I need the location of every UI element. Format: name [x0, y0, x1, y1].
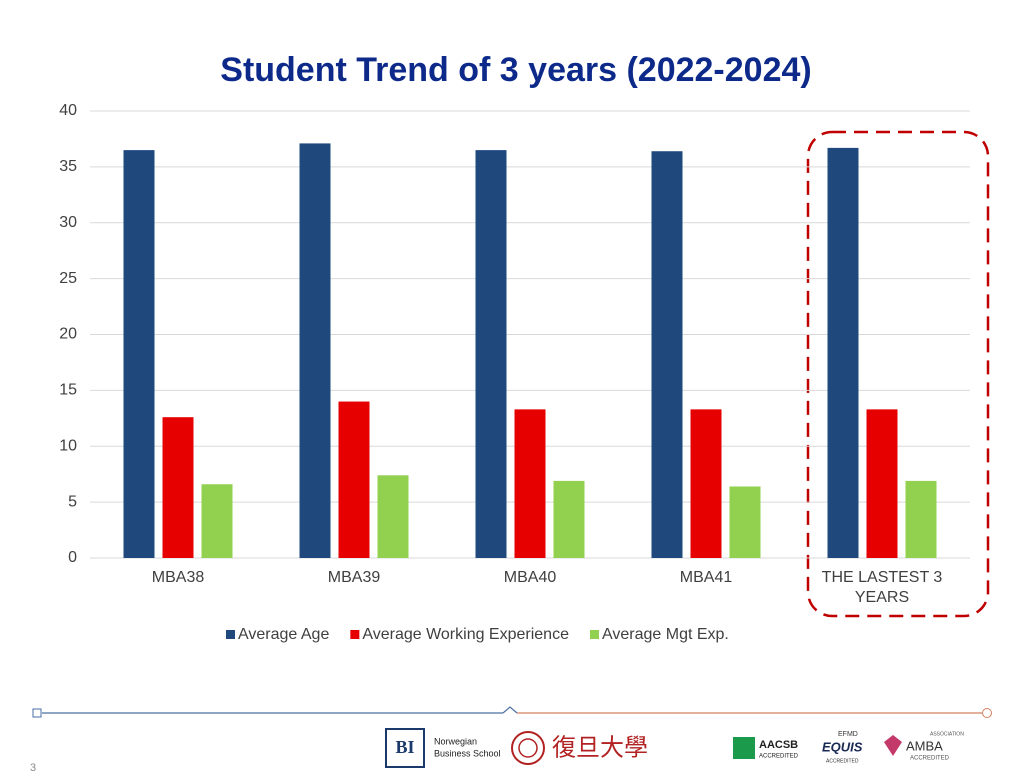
bar — [377, 475, 409, 558]
bi-name: Norwegian — [434, 736, 477, 746]
bar — [201, 484, 233, 558]
aacsb-sub: ACCREDITED — [759, 754, 799, 760]
legend-label: Average Mgt Exp. — [602, 626, 729, 643]
x-tick-label: MBA39 — [327, 569, 381, 586]
y-tick-label: 40 — [59, 102, 77, 119]
bi-name: Business School — [434, 748, 501, 758]
amba-logo — [884, 735, 902, 756]
bar — [827, 147, 859, 558]
y-tick-label: 10 — [59, 437, 77, 454]
legend-swatch — [350, 630, 360, 639]
y-tick-label: 30 — [59, 214, 77, 231]
bar — [553, 480, 585, 558]
legend-swatch — [589, 630, 599, 639]
bi-logo — [385, 728, 425, 768]
aacsb-logo — [733, 737, 755, 759]
fudan-seal — [518, 738, 538, 758]
bar — [866, 409, 898, 558]
bar — [729, 486, 761, 558]
equis-sub: ACCREDITED — [826, 758, 859, 764]
bar — [475, 150, 507, 559]
page-number: 3 — [30, 762, 36, 774]
fudan-text: 復旦大學 — [552, 734, 648, 762]
legend-label: Average Working Experience — [362, 626, 569, 643]
fudan-seal — [511, 731, 545, 765]
bar — [299, 143, 331, 558]
bar — [905, 480, 937, 558]
y-tick-label: 15 — [59, 382, 77, 399]
footer-notch — [502, 706, 518, 714]
x-tick-label: MBA40 — [503, 569, 557, 586]
x-tick-label: MBA41 — [679, 569, 733, 586]
y-tick-label: 25 — [59, 270, 77, 287]
bar — [690, 409, 722, 558]
y-tick-label: 35 — [59, 158, 77, 175]
amba-text: AMBA — [906, 738, 943, 753]
footer: 3 BI Norwegian Business School 復旦大學 AACS… — [30, 706, 992, 774]
equis-text: EQUIS — [822, 739, 863, 754]
efmd-text: EFMD — [838, 731, 858, 738]
y-tick-label: 5 — [68, 493, 77, 510]
amba-sub: ACCREDITED — [910, 756, 950, 762]
legend-label: Average Age — [238, 626, 329, 643]
x-tick-label: MBA38 — [151, 569, 205, 586]
footer-circle — [982, 708, 992, 718]
bar — [338, 401, 370, 558]
bar — [162, 417, 194, 558]
x-tick-label: THE LASTEST 3 YEARS — [821, 569, 943, 606]
bi-text: BI — [395, 737, 414, 757]
legend-swatch — [226, 630, 235, 639]
chart-title: Student Trend of 3 years (2022-2024) — [220, 51, 811, 89]
aacsb-text: AACSB — [759, 739, 798, 751]
amba-top: ASSOCIATION — [930, 731, 964, 737]
bar — [651, 151, 683, 559]
bar — [123, 150, 155, 559]
y-tick-label: 20 — [59, 326, 77, 343]
highlight-box — [806, 130, 990, 618]
footer-square — [32, 708, 42, 718]
y-tick-label: 0 — [68, 549, 77, 566]
bar — [514, 409, 546, 558]
